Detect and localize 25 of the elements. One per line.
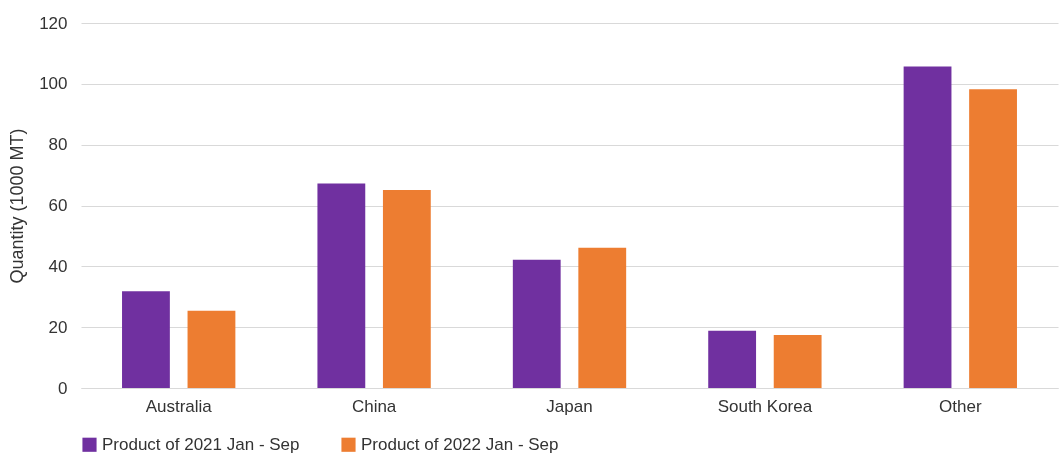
x-tick-label: South Korea xyxy=(717,396,813,416)
y-tick-label: 80 xyxy=(48,135,68,155)
bar xyxy=(512,259,561,388)
y-tick-label: 40 xyxy=(48,256,68,276)
y-tick-label: 0 xyxy=(58,378,68,398)
y-tick-label: 100 xyxy=(39,74,68,94)
bar xyxy=(578,247,627,388)
x-tick-label: China xyxy=(351,396,397,416)
bar xyxy=(187,310,236,388)
bar xyxy=(382,189,431,388)
legend-label: Product of 2021 Jan - Sep xyxy=(102,434,300,454)
bar xyxy=(969,89,1017,388)
bar xyxy=(708,330,757,388)
x-tick-label: Australia xyxy=(145,396,213,416)
y-tick-label: 60 xyxy=(48,196,68,215)
bar xyxy=(903,66,952,388)
bar xyxy=(773,335,822,388)
y-axis-title: Quantity (1000 MT) xyxy=(7,128,28,284)
x-tick-label: Other xyxy=(939,396,982,416)
bar xyxy=(317,183,366,388)
y-tick-label: 120 xyxy=(39,13,68,33)
x-tick-label: Japan xyxy=(546,396,593,416)
y-tick-label: 20 xyxy=(48,317,68,337)
bar xyxy=(122,291,170,388)
legend-label: Product of 2022 Jan - Sep xyxy=(361,434,559,454)
